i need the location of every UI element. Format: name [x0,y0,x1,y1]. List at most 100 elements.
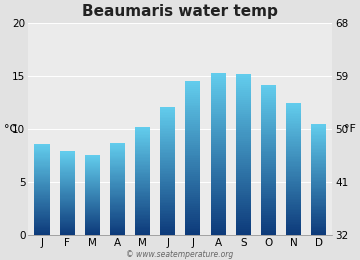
Bar [35,183,50,184]
Bar [311,141,326,142]
Bar [135,131,150,133]
Bar [311,234,326,235]
Bar [211,211,226,213]
Bar [286,152,301,154]
Bar [160,141,175,142]
Bar [135,142,150,143]
Bar [110,160,125,161]
Bar [236,229,251,231]
Bar [60,177,75,178]
Bar [286,138,301,139]
Bar [60,183,75,184]
Bar [286,106,301,108]
Bar [261,218,276,220]
Bar [35,208,50,209]
Bar [35,160,50,161]
Bar [236,163,251,165]
Bar [211,199,226,201]
Bar [110,157,125,158]
Bar [160,125,175,126]
Bar [135,176,150,177]
Bar [35,194,50,195]
Bar [311,145,326,146]
Bar [185,233,201,235]
Bar [311,224,326,225]
Bar [236,112,251,114]
Bar [60,218,75,219]
Bar [211,215,226,217]
Bar [35,234,50,235]
Bar [160,139,175,141]
Bar [261,226,276,228]
Bar [160,155,175,157]
Bar [286,222,301,224]
Bar [110,223,125,224]
Bar [211,217,226,219]
Bar [185,226,201,228]
Bar [185,191,201,193]
Bar [135,224,150,226]
Bar [35,207,50,208]
Bar [35,151,50,152]
Bar [236,88,251,90]
Bar [110,216,125,217]
Bar [261,137,276,139]
Bar [35,176,50,177]
Bar [311,225,326,227]
Bar [160,187,175,189]
Bar [60,232,75,233]
Bar [110,224,125,225]
Bar [110,172,125,173]
Bar [286,172,301,174]
Bar [236,199,251,201]
Bar [85,165,100,166]
Bar [261,213,276,214]
Bar [35,144,50,145]
Bar [135,208,150,210]
Bar [110,162,125,164]
Bar [160,181,175,182]
Bar [60,224,75,225]
Bar [85,218,100,219]
Bar [160,165,175,166]
Bar [60,226,75,227]
Bar [211,99,226,101]
Bar [35,164,50,165]
Bar [286,133,301,134]
Bar [110,217,125,218]
Bar [261,186,276,188]
Bar [35,195,50,197]
Bar [135,138,150,139]
Bar [35,157,50,158]
Bar [135,178,150,180]
Bar [135,205,150,207]
Bar [85,174,100,175]
Bar [135,204,150,205]
Bar [236,114,251,116]
Bar [35,147,50,149]
Bar [60,197,75,198]
Bar [236,179,251,181]
Bar [211,162,226,164]
Bar [311,167,326,168]
Bar [311,176,326,177]
Bar [261,183,276,184]
Bar [311,163,326,164]
Bar [185,170,201,172]
Bar [311,189,326,191]
Bar [35,191,50,192]
Bar [60,225,75,226]
Bar [160,176,175,178]
Bar [211,203,226,205]
Bar [211,81,226,83]
Bar [35,231,50,232]
Bar [311,217,326,219]
Bar [135,162,150,164]
Bar [60,201,75,202]
Bar [261,128,276,130]
Bar [236,151,251,153]
Bar [211,120,226,122]
Bar [311,185,326,186]
Bar [160,179,175,181]
Bar [286,186,301,187]
